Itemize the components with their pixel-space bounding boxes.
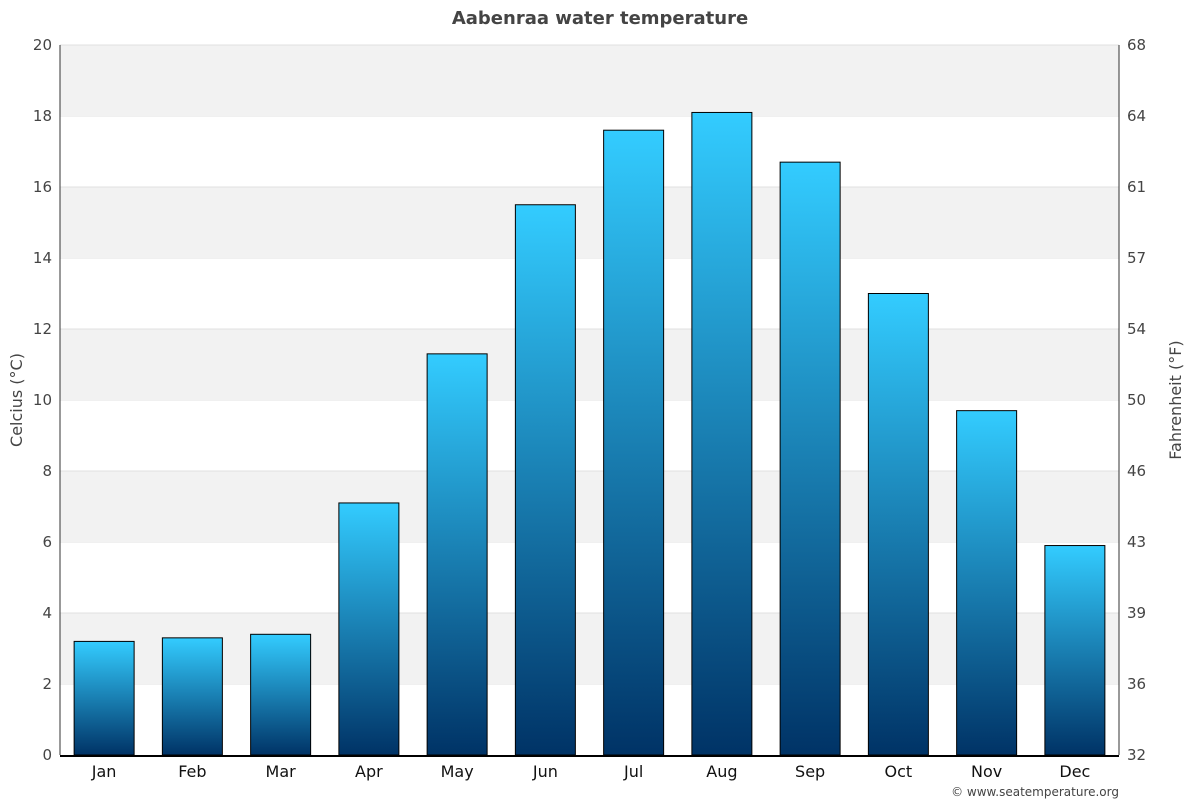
- chart-title: Aabenraa water temperature: [452, 8, 748, 29]
- x-tick-label: Apr: [355, 762, 383, 781]
- y-tick-label-right: 61: [1127, 178, 1146, 196]
- x-tick-label: Sep: [795, 762, 825, 781]
- bar-may: [426, 353, 488, 756]
- x-tick-label: Dec: [1059, 762, 1090, 781]
- y-tick-label-left: 14: [33, 249, 52, 267]
- x-tick-label: Mar: [266, 762, 297, 781]
- x-tick-label: Oct: [885, 762, 913, 781]
- grid-band: [60, 187, 1119, 258]
- bar-oct: [867, 293, 929, 756]
- bar-sep: [779, 161, 841, 756]
- x-tick-label: May: [441, 762, 474, 781]
- y-axis-label-left: Celcius (°C): [7, 353, 26, 447]
- grid-band: [60, 329, 1119, 400]
- grid-band: [60, 471, 1119, 542]
- y-tick-label-right: 32: [1127, 746, 1146, 764]
- y-tick-label-left: 20: [33, 36, 52, 54]
- x-tick-label: Jan: [91, 762, 117, 781]
- bar-dec: [1044, 545, 1106, 756]
- y-tick-label-left: 4: [42, 604, 52, 622]
- x-tick-label: Nov: [971, 762, 1002, 781]
- y-tick-label-right: 64: [1127, 107, 1146, 125]
- y-tick-label-right: 54: [1127, 320, 1146, 338]
- y-tick-label-right: 43: [1127, 533, 1146, 551]
- y-tick-label-right: 39: [1127, 604, 1146, 622]
- credit-text: © www.seatemperature.org: [951, 785, 1119, 799]
- x-tick-label: Feb: [178, 762, 206, 781]
- y-tick-label-right: 46: [1127, 462, 1146, 480]
- grid-band: [60, 45, 1119, 116]
- x-tick-label: Jul: [623, 762, 643, 781]
- y-tick-label-left: 8: [42, 462, 52, 480]
- bar-apr: [338, 502, 400, 756]
- y-tick-label-left: 6: [42, 533, 52, 551]
- x-tick-label: Aug: [706, 762, 737, 781]
- bar-jul: [603, 129, 665, 756]
- bar-mar: [250, 633, 312, 756]
- y-axis-label-right: Fahrenheit (°F): [1166, 340, 1185, 459]
- y-tick-label-left: 10: [33, 391, 52, 409]
- x-tick-label: Jun: [532, 762, 558, 781]
- y-tick-label-left: 2: [42, 675, 52, 693]
- y-tick-label-left: 18: [33, 107, 52, 125]
- bar-feb: [161, 637, 223, 756]
- y-tick-label-right: 68: [1127, 36, 1146, 54]
- y-tick-label-right: 36: [1127, 675, 1146, 693]
- y-tick-label-left: 0: [42, 746, 52, 764]
- bar-jun: [514, 204, 576, 756]
- grid-band: [60, 613, 1119, 684]
- y-tick-label-left: 16: [33, 178, 52, 196]
- y-tick-label-right: 57: [1127, 249, 1146, 267]
- bar-aug: [691, 111, 753, 756]
- y-tick-label-right: 50: [1127, 391, 1146, 409]
- y-tick-label-left: 12: [33, 320, 52, 338]
- bar-nov: [956, 410, 1018, 756]
- bar-jan: [73, 640, 135, 756]
